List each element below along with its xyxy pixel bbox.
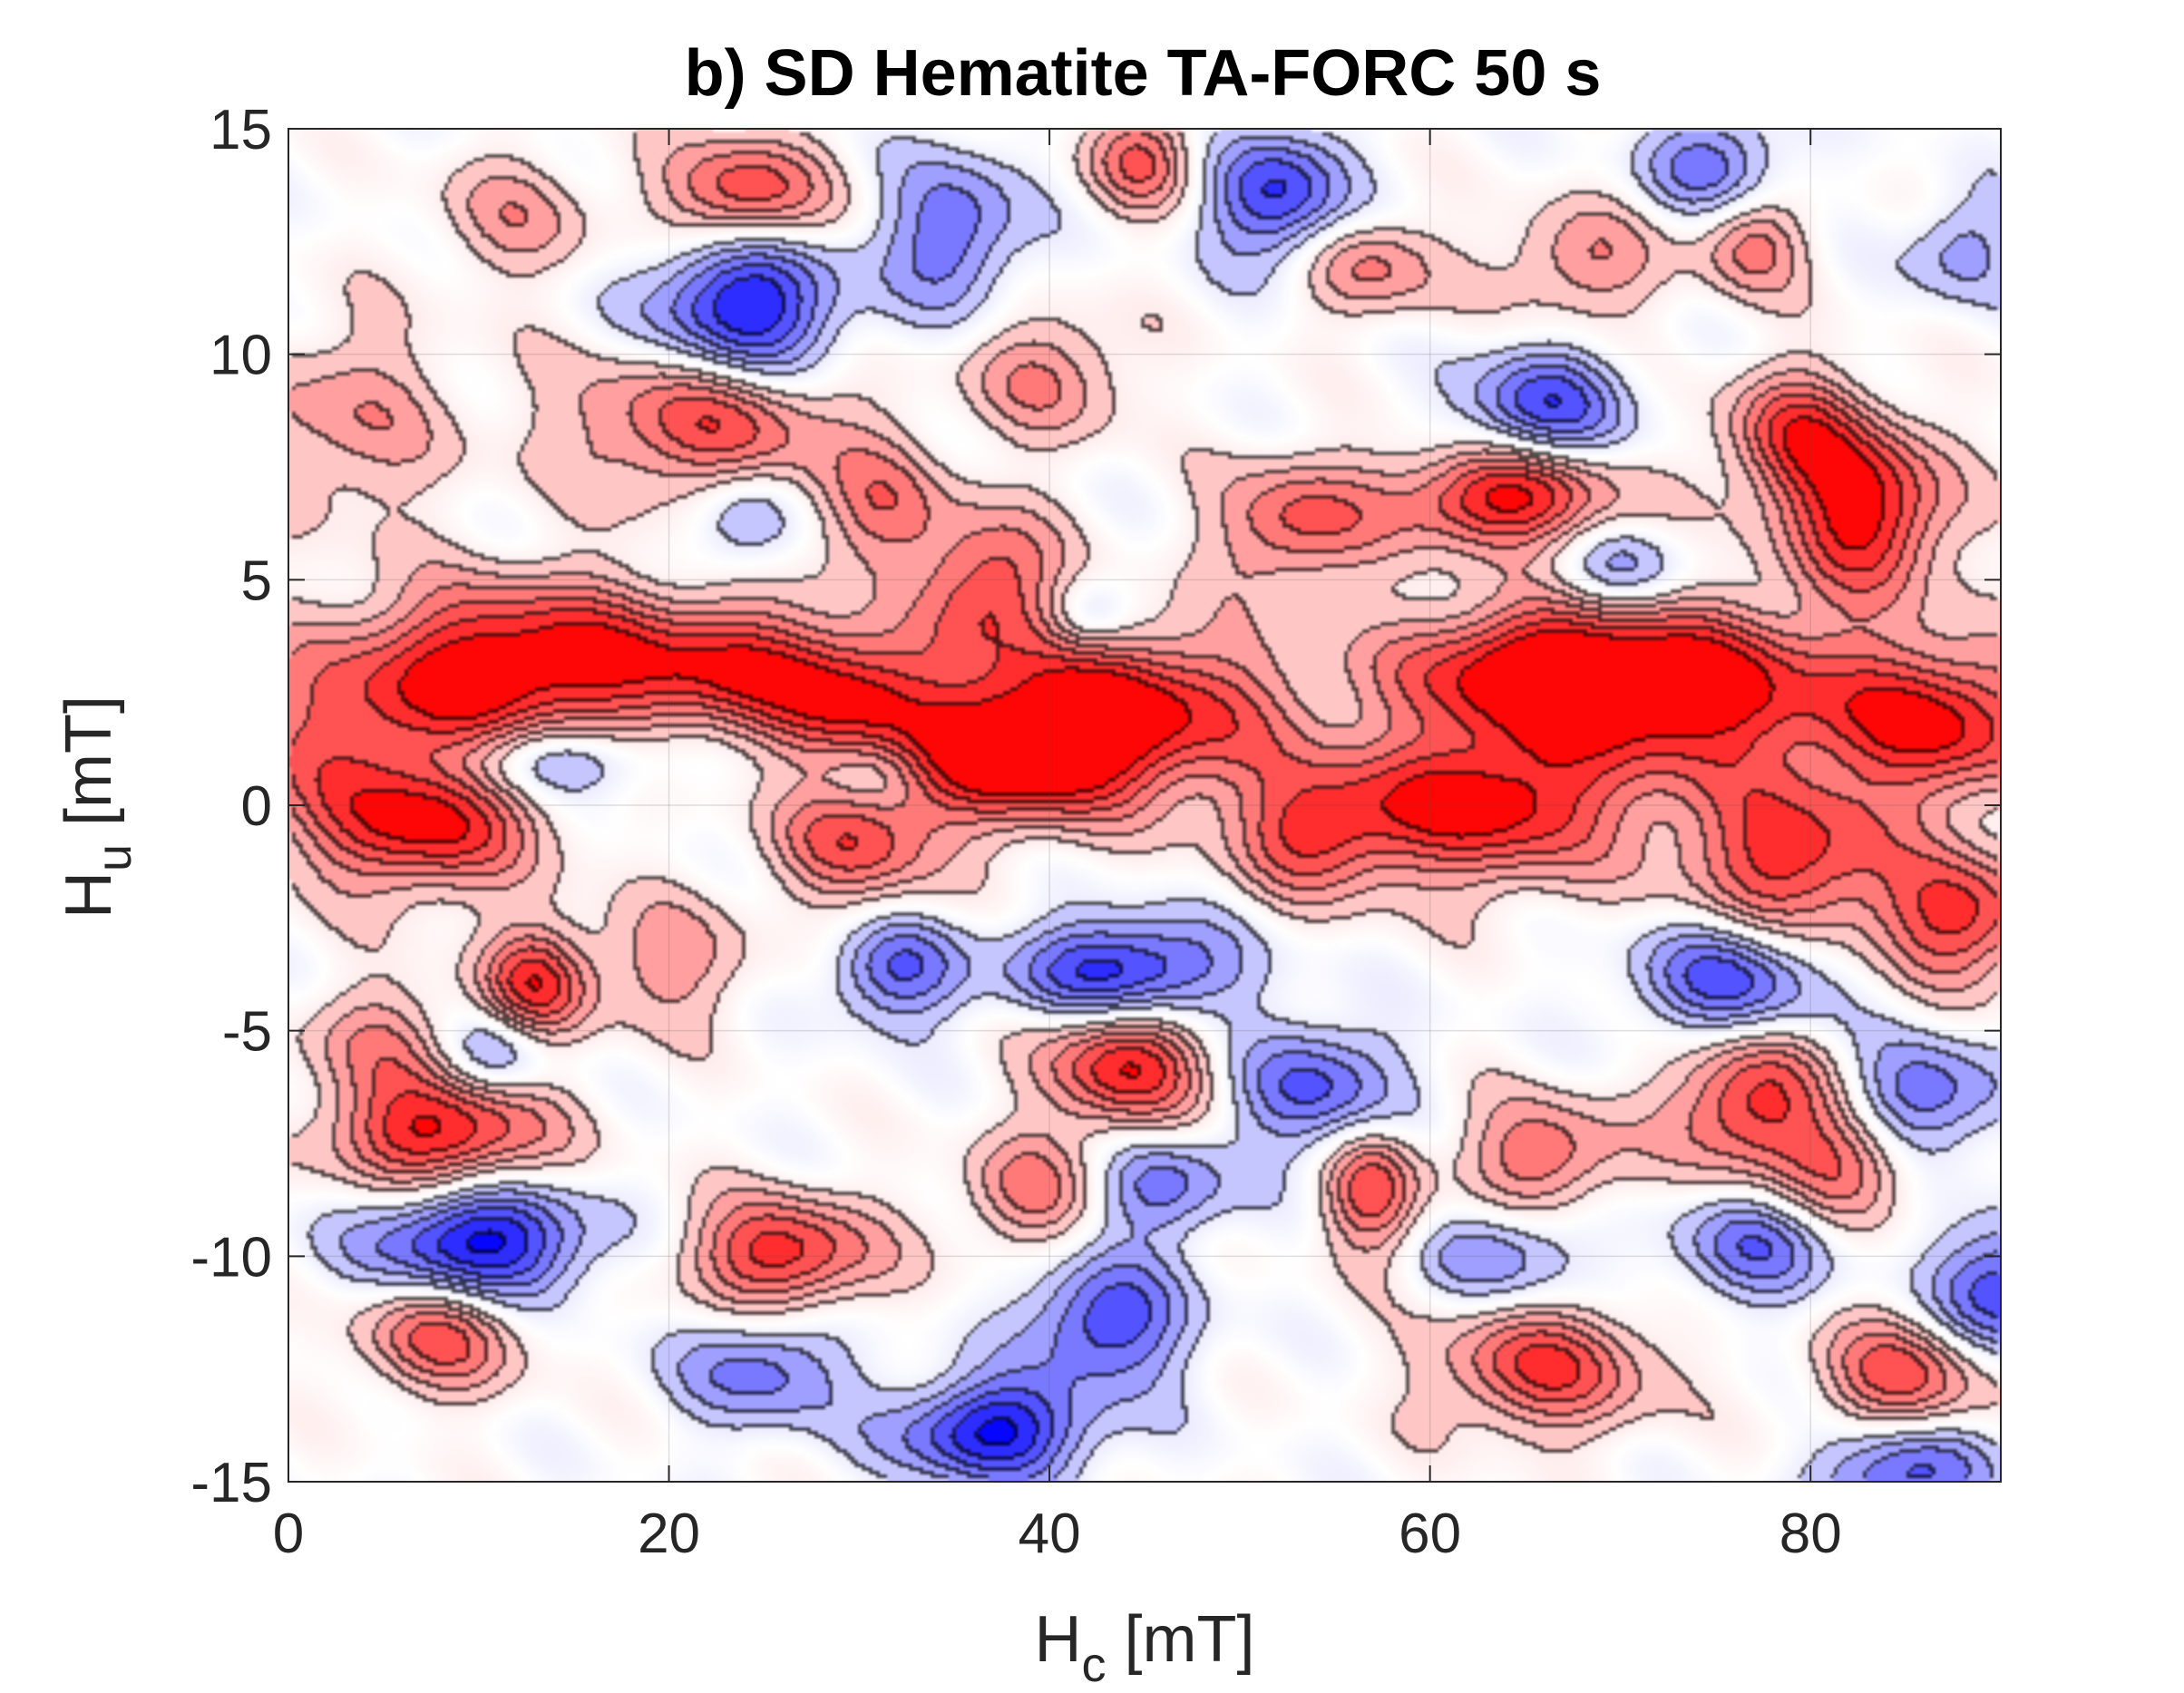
y-tick-label: 15	[210, 99, 272, 161]
x-axis: 0 20 40 60 80	[273, 129, 1842, 1565]
x-tick-label: 60	[1399, 1503, 1461, 1565]
forc-heatmap	[288, 129, 2001, 1482]
x-tick-label: 40	[1019, 1503, 1081, 1565]
y-axis: -15 -10 -5 0 5 10 15	[190, 99, 2001, 1514]
chart-title: b) SD Hematite TA-FORC 50 s	[685, 37, 1602, 110]
grid-lines	[288, 128, 2001, 1483]
y-tick-label: -15	[190, 1452, 272, 1514]
x-tick-label: 0	[273, 1503, 304, 1565]
y-axis-label: Hu [mT]	[53, 696, 141, 919]
x-axis-label: Hc [mT]	[1035, 1603, 1255, 1692]
y-tick-label: 10	[210, 325, 272, 387]
y-tick-label: -10	[190, 1226, 272, 1289]
x-tick-label: 80	[1779, 1503, 1842, 1565]
x-tick-label: 20	[638, 1503, 700, 1565]
y-tick-label: -5	[222, 1001, 272, 1064]
y-tick-label: 0	[241, 775, 272, 838]
y-tick-label: 5	[241, 550, 272, 612]
plot-area	[288, 128, 2002, 1483]
